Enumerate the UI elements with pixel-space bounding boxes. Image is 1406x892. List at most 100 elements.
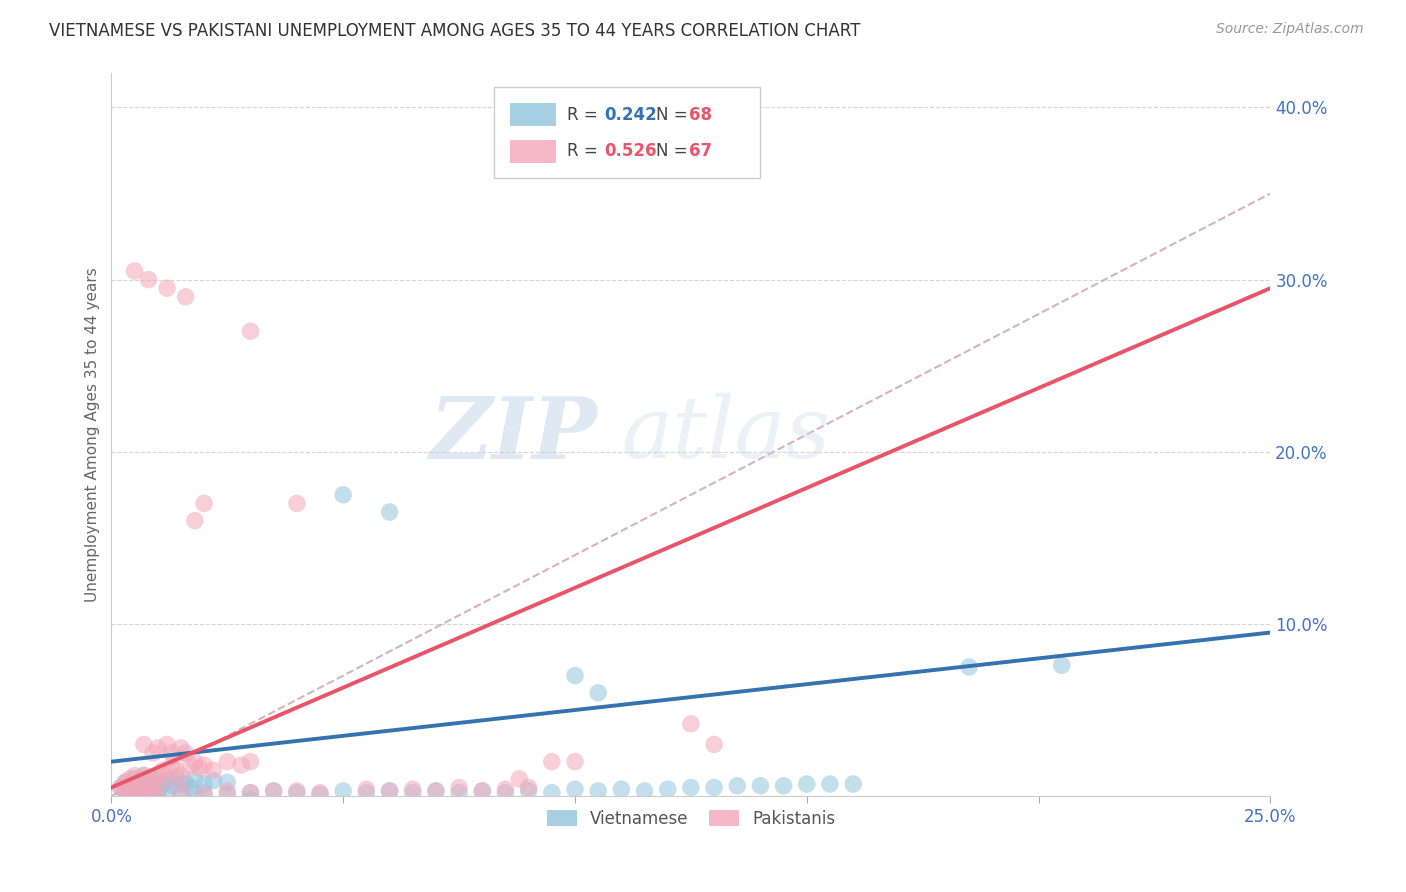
Point — [138, 788, 160, 802]
Point — [703, 780, 725, 795]
Point — [564, 782, 586, 797]
Point — [160, 746, 183, 760]
Point — [138, 272, 160, 286]
Point — [146, 786, 169, 800]
Point — [146, 768, 169, 782]
Point — [239, 324, 262, 338]
Point — [378, 784, 401, 798]
Point — [184, 514, 207, 528]
FancyBboxPatch shape — [510, 139, 557, 162]
Point — [174, 290, 197, 304]
Text: R =: R = — [567, 142, 603, 160]
Text: N =: N = — [657, 106, 693, 124]
Point — [193, 777, 215, 791]
Point — [152, 764, 174, 778]
Point — [138, 788, 160, 802]
Point — [193, 788, 215, 802]
Point — [657, 782, 679, 797]
Point — [160, 758, 183, 772]
Point — [179, 758, 201, 772]
Point — [128, 782, 150, 797]
Point — [132, 768, 155, 782]
Point — [425, 784, 447, 798]
Point — [118, 772, 141, 786]
Y-axis label: Unemployment Among Ages 35 to 44 years: Unemployment Among Ages 35 to 44 years — [86, 268, 100, 602]
Point — [217, 755, 239, 769]
Point — [217, 775, 239, 789]
Point — [309, 786, 332, 800]
Point — [356, 786, 378, 800]
Point — [818, 777, 841, 791]
Point — [231, 758, 253, 772]
Point — [309, 788, 332, 802]
Point — [142, 775, 165, 789]
Point — [124, 772, 146, 786]
Point — [114, 775, 136, 789]
Point — [124, 264, 146, 278]
Point — [146, 789, 169, 803]
Point — [118, 779, 141, 793]
Point — [356, 782, 378, 797]
Point — [842, 777, 865, 791]
Point — [142, 784, 165, 798]
Point — [239, 755, 262, 769]
Point — [285, 496, 308, 510]
Point — [679, 716, 702, 731]
Point — [160, 779, 183, 793]
Point — [138, 772, 160, 786]
Point — [170, 740, 193, 755]
Point — [128, 775, 150, 789]
Point — [174, 775, 197, 789]
Point — [124, 768, 146, 782]
Point — [165, 764, 187, 778]
Point — [402, 782, 425, 797]
Point — [184, 755, 207, 769]
Point — [156, 281, 179, 295]
Point — [679, 780, 702, 795]
Point — [610, 782, 633, 797]
Point — [540, 755, 562, 769]
Point — [170, 777, 193, 791]
Point — [156, 738, 179, 752]
Point — [184, 772, 207, 786]
Point — [124, 788, 146, 802]
Text: 0.526: 0.526 — [605, 142, 657, 160]
Point — [202, 773, 225, 788]
Point — [156, 772, 179, 786]
Point — [142, 784, 165, 798]
Point — [152, 777, 174, 791]
Text: VIETNAMESE VS PAKISTANI UNEMPLOYMENT AMONG AGES 35 TO 44 YEARS CORRELATION CHART: VIETNAMESE VS PAKISTANI UNEMPLOYMENT AMO… — [49, 22, 860, 40]
Point — [378, 784, 401, 798]
Point — [174, 746, 197, 760]
Point — [114, 784, 136, 798]
Point — [110, 780, 132, 795]
FancyBboxPatch shape — [510, 103, 557, 127]
Point — [142, 746, 165, 760]
Point — [725, 779, 748, 793]
Point — [332, 784, 354, 798]
Point — [772, 779, 794, 793]
Point — [179, 780, 201, 795]
Point — [402, 786, 425, 800]
Point — [471, 784, 494, 798]
Point — [170, 784, 193, 798]
Point — [146, 772, 169, 786]
Point — [517, 784, 540, 798]
Point — [132, 786, 155, 800]
Point — [170, 768, 193, 782]
Point — [494, 782, 516, 797]
Point — [146, 740, 169, 755]
Point — [378, 505, 401, 519]
Point — [193, 758, 215, 772]
Point — [540, 786, 562, 800]
Point — [114, 784, 136, 798]
Text: R =: R = — [567, 106, 603, 124]
Legend: Vietnamese, Pakistanis: Vietnamese, Pakistanis — [540, 804, 842, 835]
Point — [118, 786, 141, 800]
Point — [796, 777, 818, 791]
Point — [132, 738, 155, 752]
Text: atlas: atlas — [621, 393, 831, 475]
Point — [124, 788, 146, 802]
Point — [132, 786, 155, 800]
Point — [425, 784, 447, 798]
